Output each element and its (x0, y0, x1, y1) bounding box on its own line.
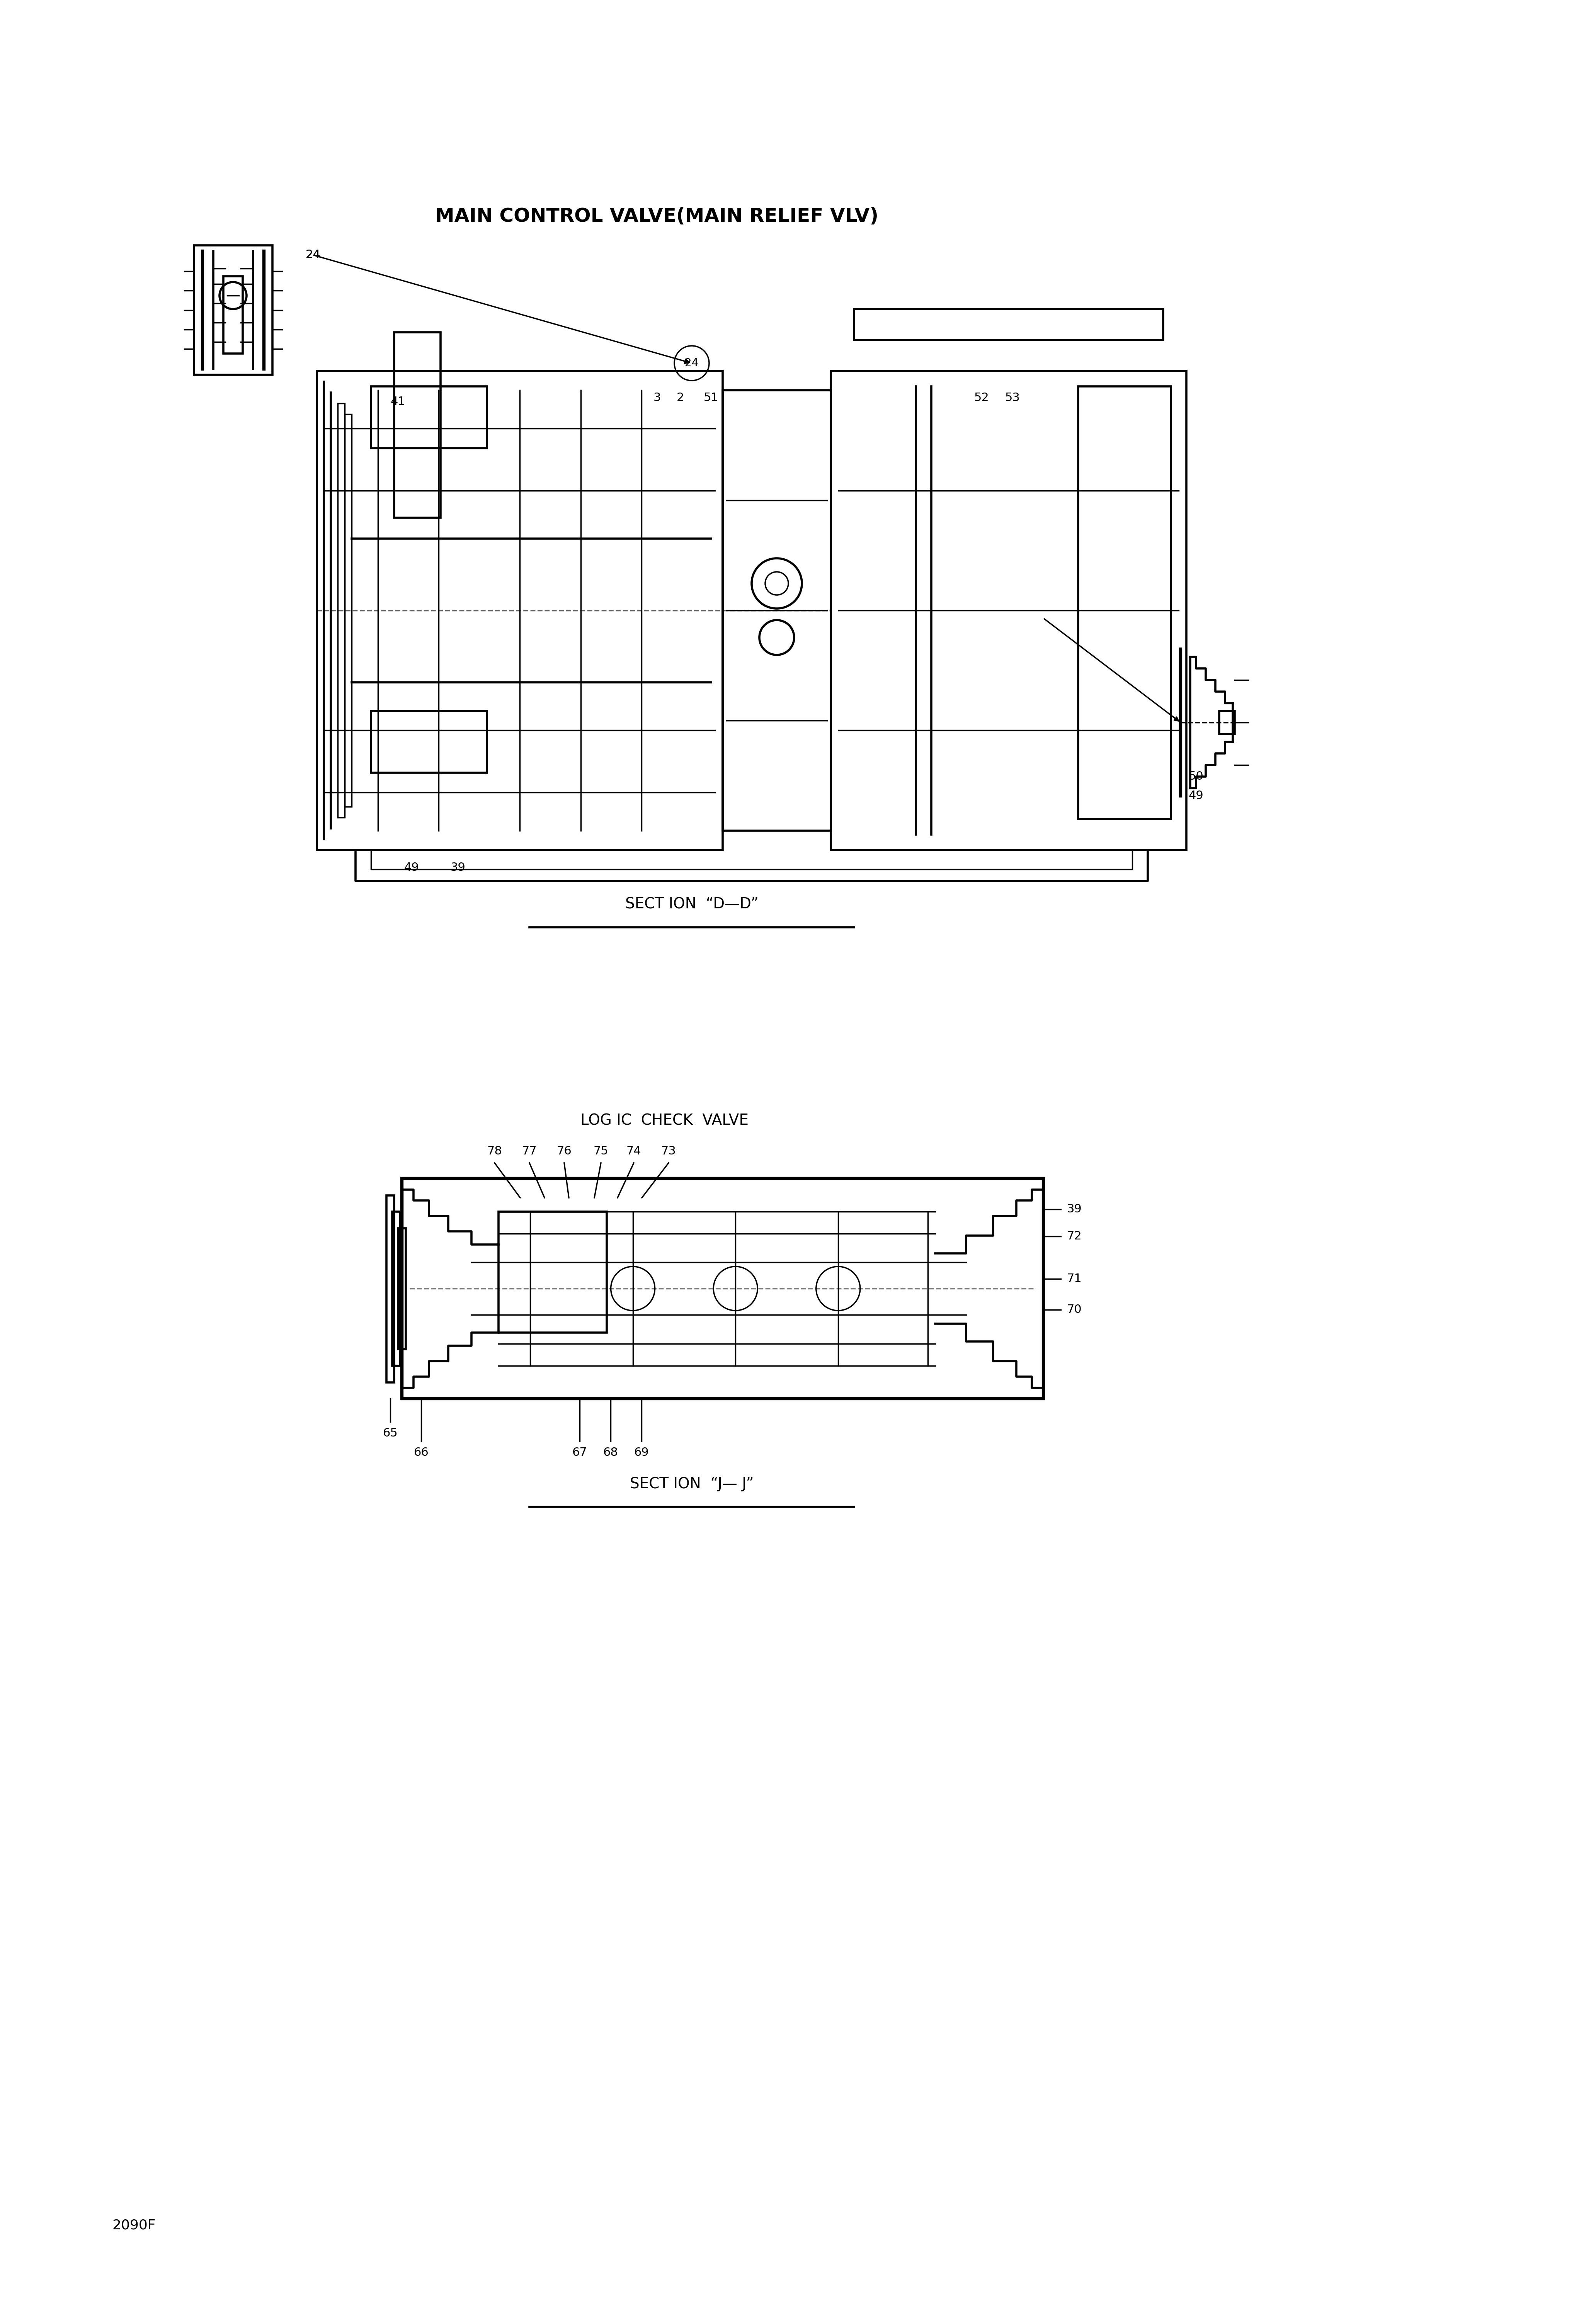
Bar (854, 309, 1164, 339)
Text: 69: 69 (635, 1448, 649, 1459)
Text: 2: 2 (676, 393, 684, 404)
Text: 51: 51 (704, 393, 718, 404)
Bar (392, 1211, 399, 1367)
Bar (1078, 386, 1172, 818)
Bar (723, 390, 831, 830)
Text: 71: 71 (1067, 1274, 1082, 1285)
Bar (371, 386, 486, 449)
Bar (344, 414, 352, 806)
Text: 74: 74 (627, 1146, 641, 1157)
Text: MAIN CONTROL VALVE(MAIN RELIEF VLV): MAIN CONTROL VALVE(MAIN RELIEF VLV) (436, 207, 878, 225)
Text: 24: 24 (685, 358, 698, 370)
Text: 24: 24 (305, 249, 321, 260)
Text: 24: 24 (305, 249, 321, 260)
Text: 67: 67 (572, 1448, 587, 1459)
Text: 73: 73 (662, 1146, 676, 1157)
Bar (398, 1229, 406, 1350)
Text: 49: 49 (1189, 790, 1203, 802)
Bar (371, 711, 486, 774)
Text: 70: 70 (1067, 1304, 1082, 1315)
Text: 68: 68 (603, 1448, 617, 1459)
Bar (831, 372, 1186, 851)
Bar (403, 1178, 1044, 1399)
Text: 50: 50 (1189, 772, 1203, 783)
Text: 65: 65 (382, 1427, 398, 1439)
Text: 41: 41 (390, 395, 406, 407)
Bar (387, 1195, 395, 1383)
Text: SECT ION  “D—D”: SECT ION “D—D” (625, 897, 758, 911)
Text: 39: 39 (450, 862, 466, 874)
Text: 39: 39 (1067, 1204, 1082, 1215)
Bar (223, 277, 243, 353)
Text: 53: 53 (1004, 393, 1020, 404)
Text: 3: 3 (654, 393, 660, 404)
Bar (338, 404, 344, 818)
Text: SECT ION  “J— J”: SECT ION “J— J” (630, 1476, 753, 1492)
Text: 72: 72 (1067, 1232, 1082, 1241)
Text: 77: 77 (523, 1146, 537, 1157)
Text: 66: 66 (414, 1448, 429, 1459)
Bar (317, 372, 723, 851)
Text: 49: 49 (404, 862, 418, 874)
Text: 76: 76 (557, 1146, 572, 1157)
Text: LOG IC  CHECK  VALVE: LOG IC CHECK VALVE (581, 1113, 748, 1127)
Bar (395, 332, 441, 518)
Bar (499, 1211, 606, 1332)
Text: 78: 78 (488, 1146, 502, 1157)
Text: 2090F: 2090F (112, 2219, 156, 2231)
Text: 52: 52 (974, 393, 988, 404)
Text: 75: 75 (594, 1146, 608, 1157)
Bar (1219, 711, 1235, 734)
Bar (194, 246, 273, 374)
